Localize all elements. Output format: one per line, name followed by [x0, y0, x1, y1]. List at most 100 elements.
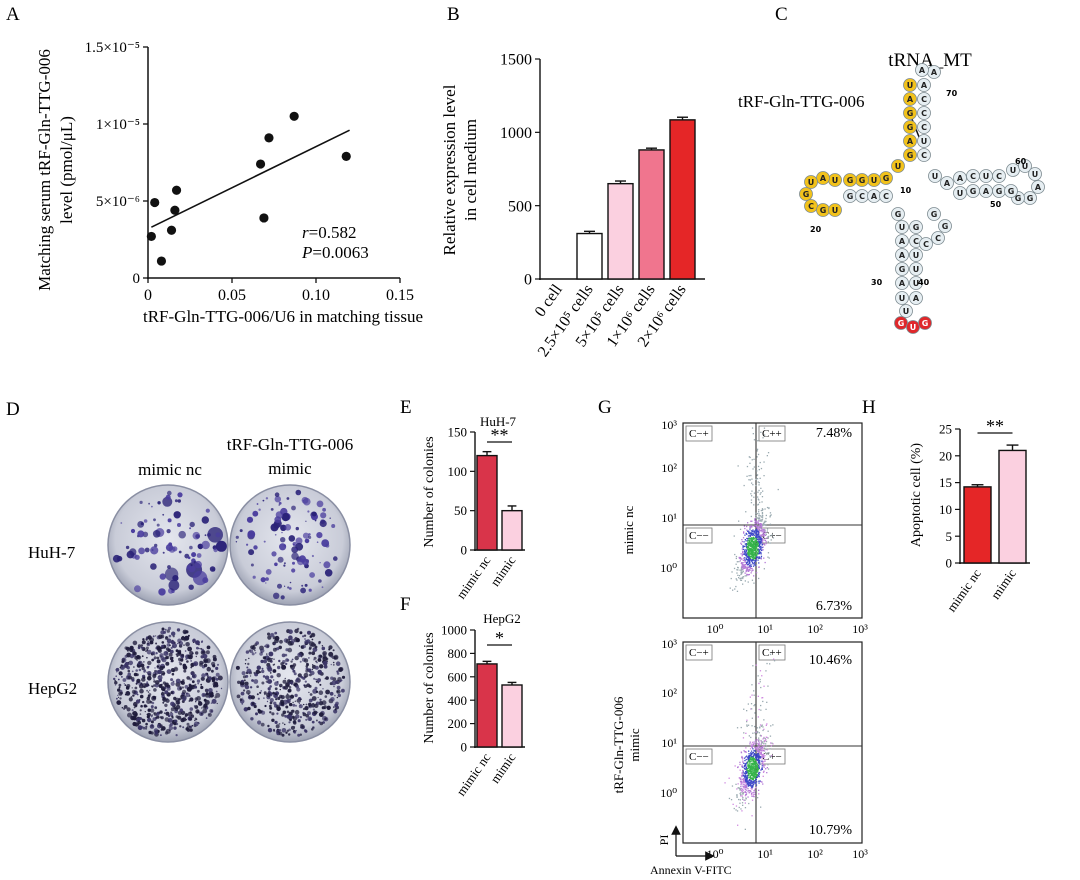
- colony: [263, 659, 267, 664]
- flow-event: [746, 787, 748, 789]
- flow-event: [756, 556, 758, 558]
- panel-a-point: [264, 133, 274, 143]
- flow-event: [749, 748, 752, 750]
- flow-event: [759, 545, 761, 548]
- colony: [288, 721, 291, 724]
- flow-event: [739, 578, 741, 580]
- flow-event: [764, 434, 766, 436]
- colony: [318, 579, 322, 583]
- colony: [279, 688, 281, 691]
- flow-event: [761, 541, 764, 543]
- colony: [169, 644, 171, 647]
- flow-event: [744, 775, 746, 777]
- flow-event: [743, 772, 745, 774]
- flow-event: [763, 736, 765, 739]
- colony: [168, 634, 172, 638]
- flow-event: [758, 782, 760, 784]
- panel-f-bar: [501, 684, 523, 748]
- colony: [283, 564, 286, 567]
- colony: [139, 500, 143, 504]
- panel-e-title: HuH-7: [480, 414, 517, 429]
- flow-event: [740, 577, 742, 579]
- flow-event: [750, 763, 753, 765]
- colony: [121, 666, 124, 669]
- colony: [182, 689, 187, 695]
- flow-event: [760, 752, 762, 754]
- flow-event: [754, 521, 756, 523]
- colony: [279, 543, 287, 551]
- flow-event: [768, 507, 770, 510]
- colony: [140, 644, 144, 647]
- trna-nucleotide: U: [953, 186, 967, 200]
- flow-event: [763, 521, 765, 523]
- colony: [320, 660, 322, 662]
- flow-event: [752, 743, 754, 745]
- colony: [123, 707, 126, 710]
- colony: [311, 668, 314, 671]
- flow-event: [747, 760, 750, 762]
- flow-event: [745, 772, 747, 774]
- panel-label-f: F: [400, 594, 411, 615]
- flow-event: [735, 783, 737, 785]
- flow-event: [731, 785, 734, 787]
- flow-event: [760, 686, 762, 689]
- colony: [191, 724, 194, 727]
- colony: [165, 728, 171, 734]
- colony: [141, 666, 145, 671]
- flow-event: [759, 546, 761, 549]
- trna-nucleotide-circle: [917, 120, 931, 134]
- flow-quadrant-box: [685, 748, 713, 765]
- flow-event: [757, 522, 760, 525]
- colony: [185, 692, 190, 698]
- flow-event: [752, 764, 755, 766]
- colony: [303, 497, 311, 506]
- flow-event: [741, 566, 743, 568]
- panel-d-col2-label-2: mimic: [268, 459, 312, 478]
- flow-event: [747, 767, 749, 769]
- flow-event: [754, 762, 756, 764]
- flow-event: [758, 739, 760, 742]
- flow-event: [757, 756, 760, 759]
- colony: [132, 640, 138, 646]
- flow-event: [758, 529, 761, 531]
- trna-nucleotide: G: [879, 171, 893, 185]
- flow-event: [744, 776, 747, 778]
- flow-event: [763, 740, 765, 742]
- trna-nucleotide: C: [917, 148, 931, 162]
- flow-event: [744, 791, 747, 793]
- flow-event: [734, 588, 736, 590]
- flow-event: [751, 552, 754, 554]
- flow-event: [750, 526, 752, 528]
- colony: [215, 672, 220, 677]
- colony: [137, 530, 145, 538]
- colony: [143, 685, 146, 688]
- flow-event: [750, 502, 753, 504]
- colony: [186, 722, 190, 726]
- flow-event: [741, 571, 743, 574]
- flow-xtick-label: 10¹: [757, 847, 773, 861]
- flow-event: [747, 774, 750, 777]
- colony: [118, 686, 121, 689]
- colony: [337, 693, 341, 698]
- colony: [317, 681, 320, 684]
- trna-nucleotide: U: [828, 203, 842, 217]
- flow-event: [758, 793, 760, 795]
- colony: [332, 664, 335, 666]
- flow-event: [761, 509, 764, 511]
- flow-event: [747, 756, 749, 758]
- flow-event: [755, 758, 758, 760]
- panel-a-ytick-label: 1×10⁻⁵: [96, 117, 140, 133]
- flow-event: [752, 541, 754, 544]
- colony: [294, 709, 300, 715]
- colony: [215, 666, 219, 671]
- flow-event: [748, 573, 750, 576]
- colony: [167, 490, 172, 496]
- colony: [143, 519, 148, 523]
- flow-event: [750, 499, 753, 501]
- flow-event: [756, 525, 758, 528]
- flow-event: [747, 522, 749, 524]
- colony: [311, 728, 314, 731]
- panel-e-ytick-label: 150: [448, 425, 468, 440]
- flow-event: [765, 514, 767, 517]
- flow-event: [755, 536, 757, 538]
